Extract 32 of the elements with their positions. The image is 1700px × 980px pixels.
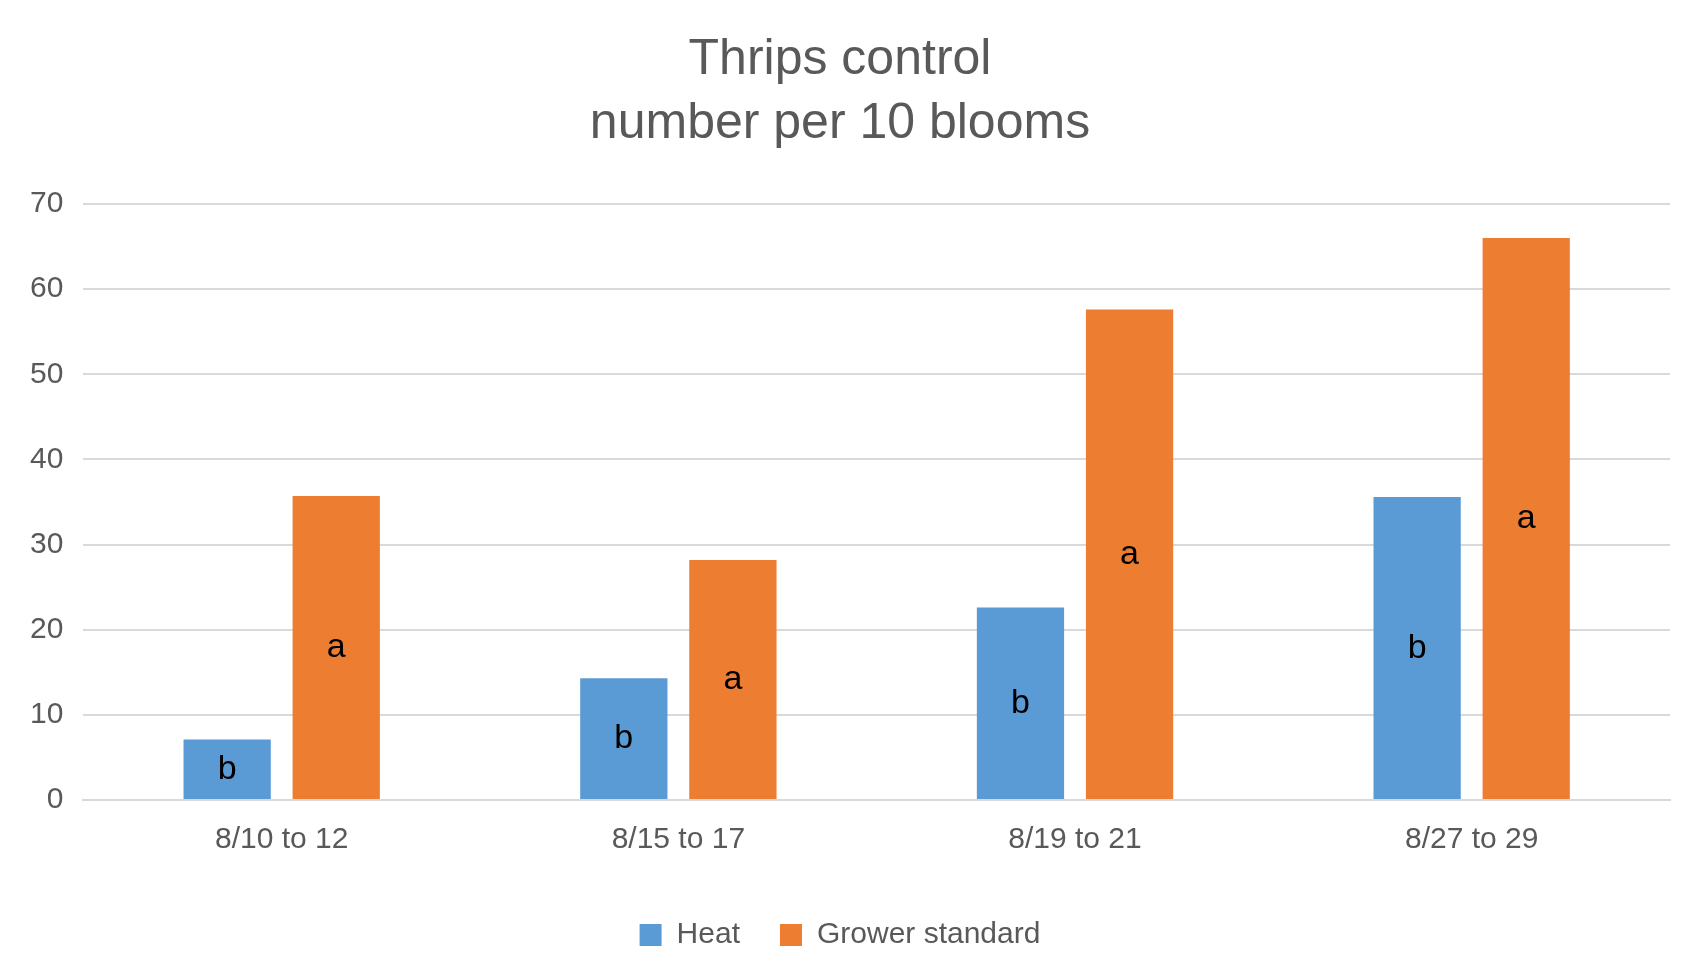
x-tick-label: 8/15 to 17 [611, 821, 746, 855]
bar [1085, 309, 1174, 799]
annotation: a [1120, 533, 1140, 572]
annotation: a [1516, 497, 1536, 536]
chart-subtitle: number per 10 blooms [589, 92, 1091, 149]
annotation: a [723, 658, 743, 697]
annotation: b [1407, 626, 1427, 665]
y-tick-label: 0 [46, 781, 64, 815]
bar [976, 607, 1065, 799]
bar [1373, 496, 1461, 799]
x-tick-label: 8/27 to 29 [1404, 821, 1539, 855]
y-tick-label: 60 [29, 270, 64, 304]
annotation: a [326, 626, 346, 665]
annotation: b [217, 748, 237, 787]
y-tick-label: 50 [29, 355, 64, 389]
chart-title: Thrips control [688, 28, 992, 85]
x-tick-label: 8/19 to 21 [1008, 821, 1142, 855]
bar [292, 496, 380, 799]
legend-label: Grower standard [816, 916, 1041, 950]
annotation: b [614, 717, 634, 756]
y-tick-label: 40 [29, 440, 64, 474]
bar [183, 739, 271, 799]
bar [580, 678, 668, 799]
y-tick-label: 20 [29, 610, 64, 644]
y-tick-label: 70 [29, 185, 64, 219]
annotation: b [1011, 682, 1030, 721]
x-tick-label: 8/10 to 12 [214, 821, 349, 855]
y-tick-label: 30 [29, 525, 64, 559]
legend-label: Heat [676, 916, 741, 950]
y-tick-label: 10 [29, 696, 64, 730]
bar [1482, 238, 1570, 799]
bar [689, 559, 777, 799]
